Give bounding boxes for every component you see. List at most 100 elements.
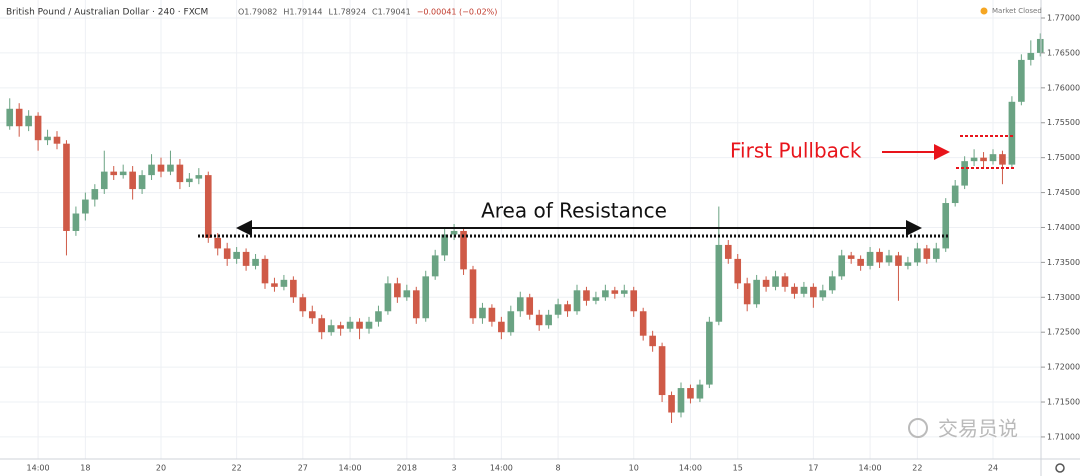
legend-value: H1.79144 <box>283 8 322 17</box>
y-tick-label: 1.72500 <box>1047 328 1080 337</box>
candle-body <box>507 311 515 333</box>
candle-body <box>403 290 411 298</box>
candle-body <box>620 290 628 294</box>
x-tick-label: 24 <box>988 464 998 473</box>
candle-body <box>63 143 70 231</box>
y-tick-label: 1.73000 <box>1047 293 1080 302</box>
y-tick-label: 1.71500 <box>1047 398 1080 407</box>
y-tick-label: 1.76500 <box>1047 48 1080 57</box>
candle-body <box>554 304 562 315</box>
candle-body <box>800 286 808 294</box>
x-tick-label: 8 <box>556 464 561 473</box>
candle-body <box>271 283 278 287</box>
candle-body <box>734 258 742 284</box>
candle-body <box>914 248 921 263</box>
y-tick-label: 1.76000 <box>1047 83 1080 92</box>
candle-body <box>479 307 486 319</box>
candle-body <box>677 388 685 413</box>
x-tick-label: 22 <box>232 464 242 473</box>
candle-body <box>1027 52 1035 60</box>
candle-body <box>53 136 61 144</box>
y-tick-label: 1.73500 <box>1047 258 1080 267</box>
x-tick-label: 14:00 <box>27 464 50 473</box>
candle-body <box>706 321 713 385</box>
candles <box>6 33 1044 423</box>
candle-body <box>932 248 940 259</box>
candle-body <box>564 304 571 312</box>
candle-body <box>715 244 723 322</box>
candle-body <box>242 251 250 266</box>
candle-body <box>148 164 155 176</box>
candle-body <box>72 213 80 231</box>
resistance-label: Area of Resistance <box>481 199 667 223</box>
settings-icon[interactable] <box>1055 463 1065 473</box>
candle-body <box>951 185 959 204</box>
candle-body <box>668 395 675 413</box>
candle-body <box>195 175 203 179</box>
candle-body <box>214 237 222 249</box>
candle-body <box>450 230 458 235</box>
candle-body <box>441 234 448 256</box>
candle-body <box>592 297 600 301</box>
candle-body <box>290 279 297 298</box>
candle-body <box>261 258 269 284</box>
candle-body <box>885 255 893 263</box>
y-tick-label: 1.74000 <box>1047 223 1080 232</box>
candle-body <box>252 258 259 266</box>
candle-body <box>1036 38 1044 53</box>
candle-body <box>384 283 392 312</box>
candle-body <box>469 269 477 319</box>
candle-body <box>970 157 978 162</box>
candle-body <box>176 164 184 183</box>
axes: 1.71000 1.71500 1.72000 1.72500 1.73000 1.735… <box>27 14 1080 473</box>
market-status: Market Closed <box>992 7 1042 15</box>
candle-body <box>639 311 647 336</box>
candle-body <box>375 311 382 322</box>
watermark: 交易员说 <box>938 417 1018 441</box>
candle-body <box>876 251 883 263</box>
x-tick-label: 14:00 <box>339 464 362 473</box>
candle-body <box>25 115 32 127</box>
candle-body <box>318 318 326 333</box>
candle-body <box>781 276 789 287</box>
candle-body <box>204 175 212 238</box>
x-tick-label: 27 <box>298 464 308 473</box>
candle-body <box>110 171 118 176</box>
candle-body <box>100 171 108 190</box>
candle-body <box>167 164 174 172</box>
candle-body <box>516 297 524 312</box>
candle-body <box>138 175 146 190</box>
candle-body <box>223 248 231 259</box>
candle-body <box>847 255 855 259</box>
candle-body <box>696 384 704 399</box>
candle-body <box>791 286 798 294</box>
candle-body <box>498 321 505 333</box>
candle-body <box>119 171 127 176</box>
candle-body <box>980 157 987 162</box>
candle-body <box>611 290 619 294</box>
x-tick-label: 17 <box>808 464 818 473</box>
y-tick-label: 1.71000 <box>1047 432 1080 441</box>
candle-body <box>299 297 307 312</box>
candle-body <box>422 276 430 319</box>
x-tick-label: 20 <box>156 464 166 473</box>
legend-value: −0.00041 (−0.02%) <box>417 8 498 17</box>
candle-body <box>687 388 694 399</box>
candle-body <box>356 321 363 329</box>
candle-body <box>157 164 165 172</box>
candle-body <box>583 290 590 301</box>
x-tick-label: 10 <box>629 464 639 473</box>
candle-body <box>431 255 439 277</box>
candle-body <box>129 171 136 190</box>
candle-body <box>999 154 1006 165</box>
candle-body <box>308 311 316 319</box>
candle-body <box>819 290 827 298</box>
candle-body <box>346 321 354 329</box>
candle-body <box>526 297 534 315</box>
candle-body <box>942 203 950 249</box>
symbol-title[interactable]: British Pound / Australian Dollar · 240 … <box>6 8 208 18</box>
x-tick-label: 14:00 <box>679 464 702 473</box>
candle-body <box>658 346 666 396</box>
